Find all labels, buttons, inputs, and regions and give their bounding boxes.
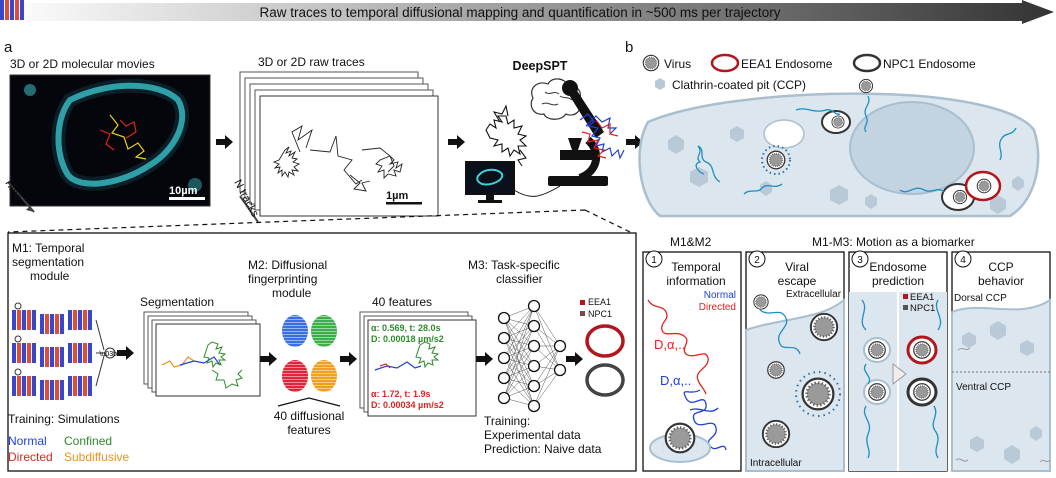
panel-2-title-1: Viral: [785, 260, 809, 274]
npc1-class-icon: [585, 363, 625, 397]
panel-4-number: 4: [960, 255, 966, 266]
fingerprints: [277, 315, 341, 407]
zoom-dashed-lines: [7, 209, 631, 233]
m1m2-title: M1&M2: [670, 235, 712, 249]
panel-4-title-2: behavior: [978, 274, 1024, 288]
arrow-movies-to-traces: [216, 135, 233, 149]
features-title: 40 features: [372, 295, 432, 309]
m2-title-3: module: [272, 286, 312, 300]
scale-bar-10um: 10µm: [169, 185, 198, 197]
nucleus: [849, 101, 975, 195]
panel-3-title-2: prediction: [872, 274, 924, 288]
training-simulations: Training: Simulations: [8, 412, 120, 426]
legend-npc1: NPC1 Endosome: [883, 57, 976, 71]
prediction-label: Prediction: Naive data: [484, 442, 602, 456]
legend-ccp: Clathrin-coated pit (CCP): [672, 78, 806, 92]
microscope-arm: [566, 86, 604, 138]
panel-4-title-1: CCP: [988, 260, 1013, 274]
m1-title-3: module: [30, 269, 70, 283]
unet-blocks: \u03bc: [0, 0, 121, 400]
panel-b-legend: Virus EEA1 Endosome NPC1 Endosome Clathr…: [642, 53, 976, 92]
panel-1-directed: Directed: [699, 302, 736, 313]
m2-title-1: M2: Diffusional: [248, 258, 327, 272]
panel-3-eea1: EEA1: [910, 292, 934, 303]
diffusional-features-2: features: [287, 423, 330, 437]
segmentation-stack: [143, 311, 261, 397]
diffusional-features-1: 40 diffusional: [274, 409, 345, 423]
deepspt-graphic: [465, 78, 625, 203]
segmentation-title: Segmentation: [140, 295, 214, 309]
biomarker-panel-4: 4 CCP behavior Dorsal CCP Ventral CCP: [951, 250, 1051, 472]
m3-title-1: M3: Task-specific: [468, 258, 560, 272]
trajectory-cloud-black: [485, 104, 528, 167]
panel-4-ventral: Ventral CCP: [956, 382, 1011, 393]
panel-1-title-2: information: [666, 274, 725, 288]
biomarker-panel-1: 1 Temporal information Normal Directed D…: [642, 250, 742, 472]
training-exp-2: Experimental data: [484, 428, 581, 442]
trace-plot: [259, 95, 439, 217]
virus-legend-icon: [642, 54, 660, 72]
eea1-class-icon: [585, 324, 625, 358]
movie-stack: 10µm Time: [1, 74, 211, 213]
npc1-swatch: [580, 311, 585, 316]
cell-illustration: [638, 78, 1040, 218]
traces-title: 3D or 2D raw traces: [258, 55, 365, 69]
panel-1-number: 1: [651, 255, 657, 266]
panel-3-number: 3: [857, 255, 863, 266]
legend-confined: Confined: [64, 434, 112, 448]
microscope-base-icon: [548, 176, 608, 186]
feature-red-1: α: 1.72, t: 1.9s: [371, 389, 431, 399]
legend-normal: Normal: [8, 434, 47, 448]
features-stack: [359, 311, 477, 417]
banner-text: Raw traces to temporal diffusional mappi…: [260, 5, 781, 20]
biomarker-panel-2: 2 Viral escape Extracellular Intracellul…: [745, 250, 845, 472]
deepspt-title: DeepSPT: [513, 59, 568, 73]
eea1-label: EEA1: [588, 297, 611, 307]
scale-bar-1um: 1µm: [386, 190, 408, 202]
legend-virus: Virus: [664, 57, 691, 71]
panel-1-d-red: D,α,..: [654, 337, 685, 352]
neural-network: [497, 299, 567, 413]
biomarker-panel-3: 3 Endosome prediction EEA1 NPC1: [848, 250, 948, 472]
m1-title-2: segmentation: [12, 255, 84, 269]
legend-eea1: EEA1 Endosome: [741, 57, 833, 71]
m1-title-1: M1: Temporal: [12, 241, 84, 255]
feature-green-1: α: 0.569, t: 28.0s: [371, 323, 441, 333]
arrow-traces-to-deepspt: [448, 135, 465, 149]
panel-b-letter: b: [625, 39, 633, 56]
panel-2-extracellular: Extracellular: [786, 289, 842, 300]
ccp-legend-icon: [655, 78, 665, 90]
legend-directed: Directed: [8, 450, 53, 464]
panel-2-number: 2: [754, 255, 760, 266]
panel-2-intracellular: Intracellular: [750, 458, 802, 469]
biomarker-title: M1-M3: Motion as a biomarker: [812, 235, 975, 249]
panel-a-letter: a: [4, 39, 13, 56]
banner-arrow: Raw traces to temporal diffusional mappi…: [0, 0, 1054, 24]
panel-1-d-blue: D,α,..: [660, 373, 691, 388]
monitor-icon: [465, 161, 515, 195]
feature-green-2: D: 0.00018 µm/s2: [371, 334, 444, 344]
traces-stack: 1µm N tracks: [231, 71, 439, 223]
feature-red-2: D: 0.00034 µm/s2: [371, 400, 444, 410]
panel-2-title-2: escape: [778, 274, 817, 288]
legend-subdiffusive: Subdiffusive: [64, 450, 129, 464]
svg-text:\u03bc: \u03bc: [99, 351, 121, 358]
eea1-swatch: [580, 300, 585, 305]
panel-3-title-1: Endosome: [869, 260, 927, 274]
training-exp-1: Training:: [484, 414, 530, 428]
m2-title-2: fingerprinting: [248, 272, 317, 286]
eea1-legend-icon: [710, 53, 740, 73]
movies-title: 3D or 2D molecular movies: [10, 57, 155, 71]
panel-3-npc1: NPC1: [910, 303, 935, 314]
npc1-label: NPC1: [588, 309, 612, 319]
panel-4-dorsal: Dorsal CCP: [954, 293, 1007, 304]
m3-title-2: classifier: [496, 272, 543, 286]
panel-1-normal: Normal: [704, 290, 736, 301]
npc1-legend-icon: [852, 53, 882, 73]
panel-1-title-1: Temporal: [671, 260, 720, 274]
